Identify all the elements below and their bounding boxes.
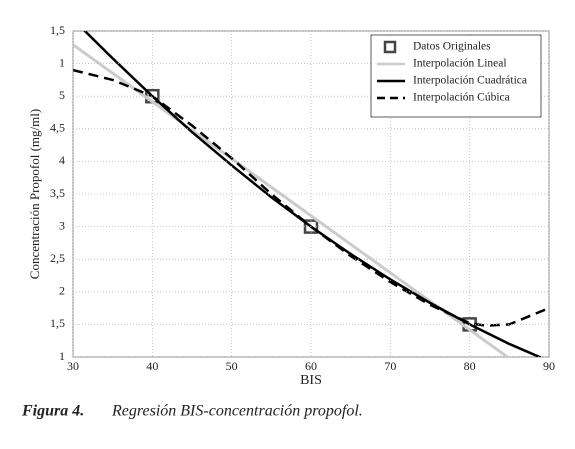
y-tick-label: 1,5 bbox=[50, 23, 65, 37]
y-tick-label: 2,5 bbox=[50, 251, 65, 265]
x-tick-label: 90 bbox=[543, 359, 555, 373]
x-tick-label: 80 bbox=[464, 359, 476, 373]
series-line bbox=[73, 68, 549, 327]
y-tick-label: 2 bbox=[59, 284, 65, 298]
legend-label: Interpolación Cuadrática bbox=[413, 75, 527, 87]
legend-label: Interpolación Cúbica bbox=[413, 92, 510, 104]
y-tick-label: 1,5 bbox=[50, 316, 65, 330]
caption-text: Regresión BIS-concentración propofol. bbox=[111, 403, 363, 420]
caption-label: Figura 4. bbox=[21, 403, 84, 420]
legend-label: Interpolación Lineal bbox=[413, 58, 507, 70]
y-tick-label: 3,5 bbox=[50, 186, 65, 200]
y-tick-label: 4,5 bbox=[50, 121, 65, 135]
y-tick-label: 5 bbox=[59, 88, 65, 102]
y-tick-label: 3 bbox=[59, 218, 65, 232]
x-tick-label: 30 bbox=[67, 359, 79, 373]
y-tick-label: 1 bbox=[59, 349, 65, 363]
x-axis-label: BIS bbox=[300, 373, 322, 388]
legend-label: Datos Originales bbox=[413, 41, 491, 53]
legend-box bbox=[370, 34, 542, 118]
x-tick-label: 60 bbox=[305, 359, 317, 373]
x-tick-label: 50 bbox=[226, 359, 238, 373]
legend-swatch bbox=[383, 40, 397, 54]
x-tick-label: 40 bbox=[146, 359, 158, 373]
y-axis-label: Concentración Propofol (mg/ml) bbox=[27, 109, 42, 279]
y-tick-label: 4 bbox=[59, 153, 65, 167]
y-tick-label: 1 bbox=[59, 55, 65, 69]
x-tick-label: 70 bbox=[384, 359, 396, 373]
